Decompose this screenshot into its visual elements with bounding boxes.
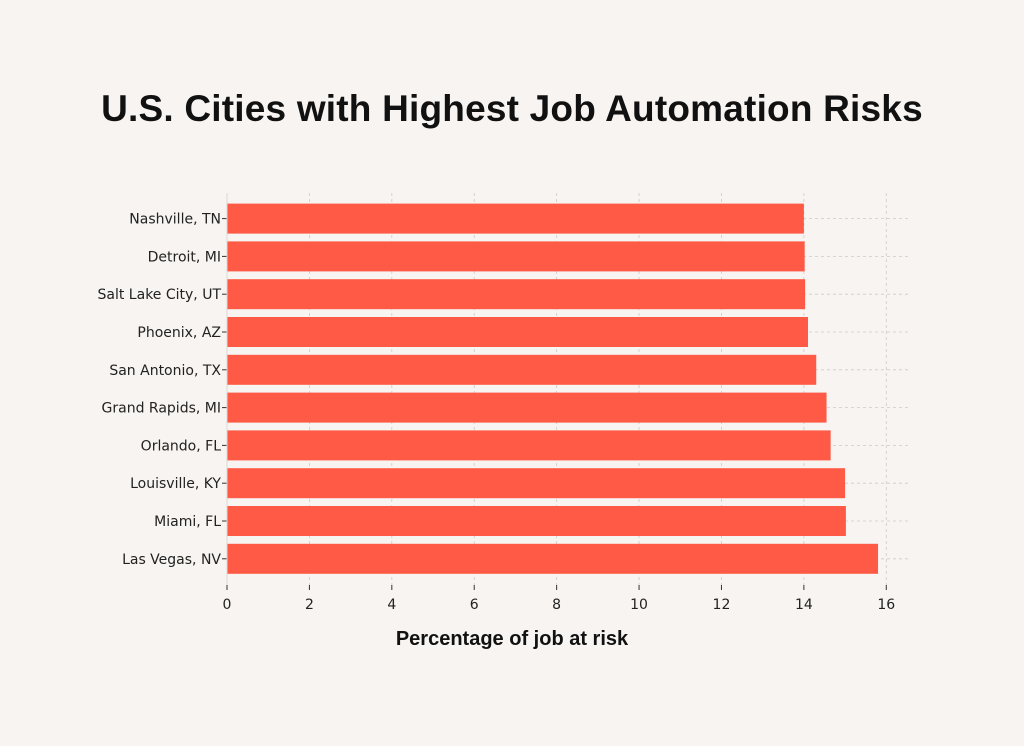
y-tick-label: Phoenix, AZ bbox=[137, 325, 221, 341]
bar bbox=[227, 506, 846, 536]
x-tick-label: 2 bbox=[305, 597, 314, 613]
bar bbox=[227, 543, 879, 574]
y-tick-label: Nashville, TN bbox=[129, 212, 221, 228]
bar bbox=[227, 203, 804, 234]
bars bbox=[227, 203, 879, 574]
axes: Nashville, TN Detroit, MI Salt Lake City, … bbox=[98, 193, 895, 613]
y-tick-label: San Antonio, TX bbox=[109, 363, 221, 379]
bar bbox=[227, 241, 805, 272]
y-tick-label: Louisville, KY bbox=[130, 476, 221, 492]
y-tick-label: Salt Lake City, UT bbox=[98, 287, 222, 303]
chart-title: U.S. Cities with Highest Job Automation … bbox=[101, 88, 923, 129]
x-tick-label: 14 bbox=[795, 597, 813, 613]
y-tick-label: Miami, FL bbox=[154, 514, 221, 530]
x-tick-label: 6 bbox=[470, 597, 479, 613]
x-tick-label: 12 bbox=[713, 597, 731, 613]
bar bbox=[227, 317, 808, 347]
y-tick-label: Detroit, MI bbox=[148, 249, 221, 265]
bar bbox=[227, 468, 846, 499]
y-tick-label: Orlando, FL bbox=[141, 438, 222, 454]
bar bbox=[227, 279, 806, 310]
x-tick-label: 10 bbox=[630, 597, 648, 613]
x-tick-label: 8 bbox=[552, 597, 561, 613]
y-tick-label: Las Vegas, NV bbox=[122, 552, 221, 568]
y-tick-label: Grand Rapids, MI bbox=[102, 401, 221, 417]
bar bbox=[227, 392, 827, 423]
x-tick-label: 4 bbox=[387, 597, 396, 613]
bar bbox=[227, 430, 831, 461]
x-tick-label: 0 bbox=[223, 597, 232, 613]
bar bbox=[227, 354, 817, 385]
x-tick-label: 16 bbox=[877, 597, 895, 613]
x-axis-title: Percentage of job at risk bbox=[396, 628, 629, 650]
